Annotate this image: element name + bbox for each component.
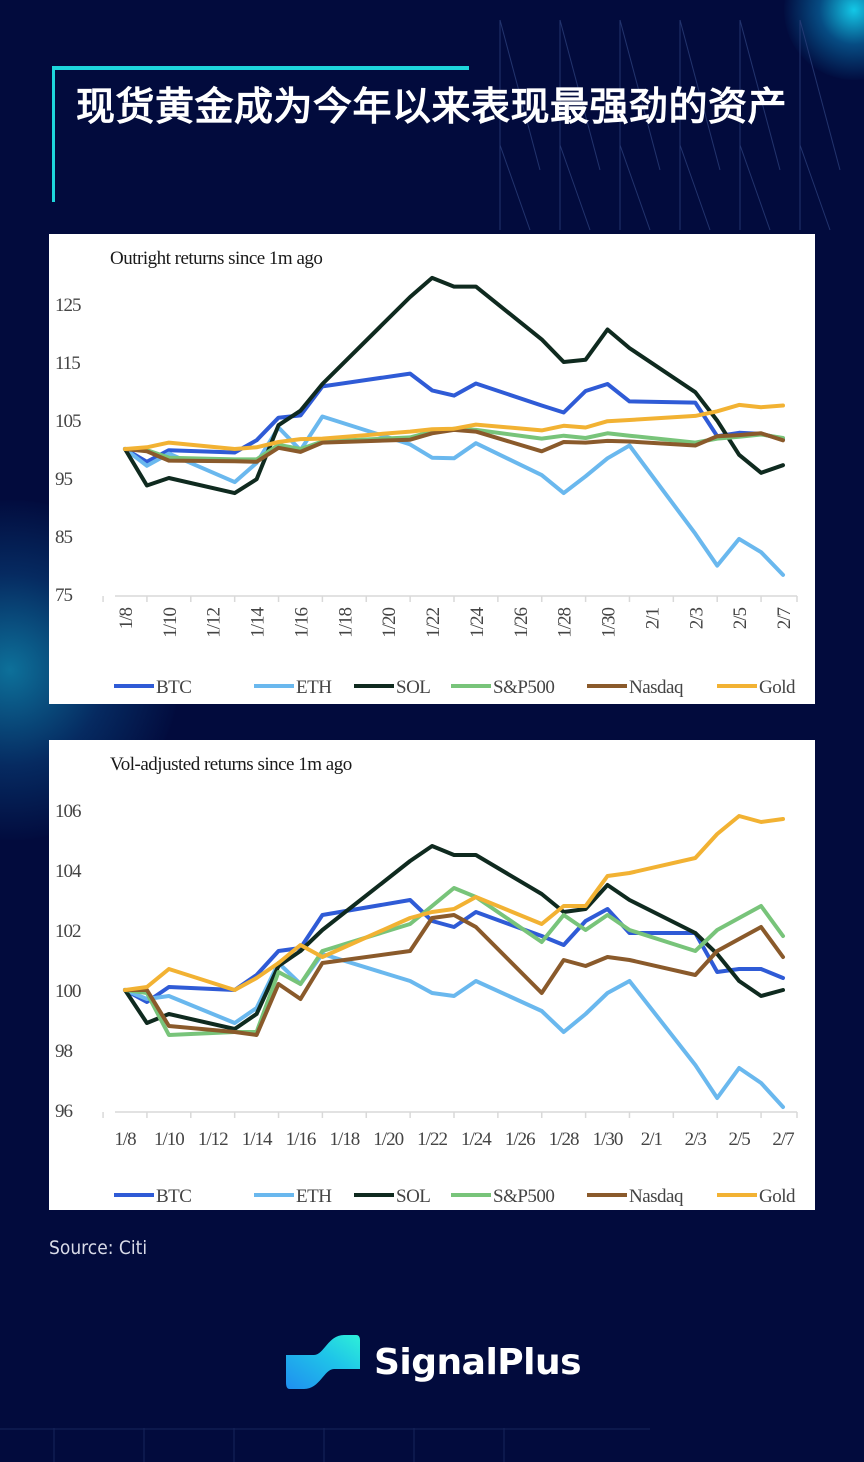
legend-label: ETH bbox=[296, 677, 332, 698]
x-tick-label: 1/26 bbox=[511, 608, 532, 638]
x-tick-label: 1/28 bbox=[555, 608, 576, 638]
x-tick-label: 1/18 bbox=[335, 608, 356, 638]
source-note: Source: Citi bbox=[49, 1237, 148, 1259]
y-tick-label: 96 bbox=[55, 1101, 73, 1122]
title-frame bbox=[52, 66, 469, 202]
x-tick-label: 2/3 bbox=[686, 608, 707, 630]
y-tick-label: 105 bbox=[55, 411, 81, 432]
x-tick-label: 1/10 bbox=[154, 1129, 184, 1150]
x-tick-label: 1/22 bbox=[417, 1129, 447, 1150]
signalplus-logo-icon bbox=[286, 1335, 360, 1389]
legend-label: BTC bbox=[156, 1186, 191, 1207]
x-tick-label: 1/22 bbox=[423, 608, 444, 638]
background-glow-top-right bbox=[784, 0, 864, 80]
x-tick-label: 2/1 bbox=[641, 1129, 663, 1150]
legend-item-eth: ETH bbox=[254, 1186, 333, 1207]
series-line-sol bbox=[123, 844, 785, 1031]
legend-label: Gold bbox=[759, 677, 796, 698]
legend-item-sp500: S&P500 bbox=[451, 1186, 555, 1207]
y-tick-label: 125 bbox=[55, 295, 81, 316]
legend-item-gold: Gold bbox=[717, 677, 797, 698]
series-line-nasdaq bbox=[123, 427, 785, 464]
y-tick-label: 98 bbox=[55, 1041, 73, 1062]
x-tick-label: 1/16 bbox=[286, 1129, 316, 1150]
x-tick-label: 2/5 bbox=[730, 608, 751, 630]
x-tick-label: 1/24 bbox=[461, 1129, 492, 1150]
x-tick-label: 2/1 bbox=[642, 608, 663, 630]
legend-item-sp500: S&P500 bbox=[451, 677, 555, 698]
series-line-eth bbox=[123, 952, 785, 1109]
chart-svg-outright: Outright returns since 1m ago 125 115 105 95… bbox=[55, 248, 798, 698]
legend-item-nasdaq: Nasdaq bbox=[587, 677, 684, 698]
x-tick-label: 2/3 bbox=[685, 1129, 707, 1150]
chart-vol-adjusted-returns: Vol-adjusted returns since 1m ago 106 104 1… bbox=[49, 740, 815, 1210]
legend-item-btc: BTC bbox=[114, 677, 192, 698]
legend-item-sol: SOL bbox=[354, 1186, 431, 1207]
brand-logo: SignalPlus bbox=[284, 1332, 582, 1392]
x-tick-label: 1/8 bbox=[114, 1129, 136, 1150]
x-tick-label: 1/16 bbox=[291, 608, 312, 638]
x-tick-label: 1/14 bbox=[248, 607, 269, 638]
y-tick-label: 102 bbox=[55, 921, 81, 942]
legend-item-sol: SOL bbox=[354, 677, 431, 698]
x-tick-label: 1/26 bbox=[505, 1129, 535, 1150]
x-tick-label: 1/30 bbox=[599, 608, 620, 638]
legend-item-gold: Gold bbox=[717, 1186, 797, 1207]
x-tick-label: 2/7 bbox=[772, 1129, 794, 1150]
y-tick-label: 75 bbox=[55, 585, 73, 606]
brand-name: SignalPlus bbox=[374, 1341, 582, 1383]
y-tick-label: 104 bbox=[55, 861, 82, 882]
y-tick-label: 115 bbox=[55, 353, 80, 374]
series-line-sol bbox=[123, 275, 785, 496]
x-tick-label: 1/12 bbox=[198, 1129, 228, 1150]
x-tick-label: 1/18 bbox=[329, 1129, 359, 1150]
y-tick-label: 85 bbox=[55, 527, 73, 548]
legend-label: SOL bbox=[396, 1186, 430, 1207]
x-tick-label: 1/28 bbox=[549, 1129, 579, 1150]
y-tick-label: 106 bbox=[55, 801, 81, 822]
legend-label: ETH bbox=[296, 1186, 332, 1207]
legend-label: S&P500 bbox=[493, 677, 554, 698]
x-tick-label: 1/14 bbox=[242, 1129, 273, 1150]
legend-item-btc: BTC bbox=[114, 1186, 192, 1207]
x-tick-label: 1/12 bbox=[204, 608, 225, 638]
series-line-nasdaq bbox=[123, 913, 785, 1037]
legend-item-eth: ETH bbox=[254, 677, 333, 698]
x-tick-label: 1/20 bbox=[373, 1129, 403, 1150]
legend-label: BTC bbox=[156, 677, 191, 698]
chart-outright-returns: Outright returns since 1m ago 125 115 105 95… bbox=[49, 234, 815, 704]
legend-label: SOL bbox=[396, 677, 430, 698]
decorative-bottom-grid bbox=[0, 1428, 650, 1462]
legend-label: S&P500 bbox=[493, 1186, 554, 1207]
legend-label: Nasdaq bbox=[629, 1186, 684, 1207]
legend-label: Gold bbox=[759, 1186, 796, 1207]
page-title: 现货黄金成为今年以来表现最强劲的资产 bbox=[76, 86, 788, 129]
series-line-eth bbox=[123, 414, 785, 577]
x-tick-label: 2/7 bbox=[774, 608, 795, 630]
x-tick-label: 1/24 bbox=[467, 607, 488, 638]
x-tick-label: 1/20 bbox=[379, 608, 400, 638]
x-tick-label: 1/30 bbox=[593, 1129, 623, 1150]
legend-label: Nasdaq bbox=[629, 677, 684, 698]
chart-svg-vol-adjusted: Vol-adjusted returns since 1m ago 106 104 1… bbox=[55, 754, 798, 1207]
legend-item-nasdaq: Nasdaq bbox=[587, 1186, 684, 1207]
chart-title: Outright returns since 1m ago bbox=[110, 248, 322, 269]
series-line-gold bbox=[123, 814, 785, 992]
x-tick-label: 1/8 bbox=[116, 608, 137, 630]
y-tick-label: 95 bbox=[55, 469, 73, 490]
x-tick-label: 1/10 bbox=[160, 608, 181, 638]
series-line-gold bbox=[123, 402, 785, 451]
y-tick-label: 100 bbox=[55, 981, 81, 1002]
x-tick-label: 2/5 bbox=[728, 1129, 750, 1150]
chart-title: Vol-adjusted returns since 1m ago bbox=[110, 754, 352, 775]
